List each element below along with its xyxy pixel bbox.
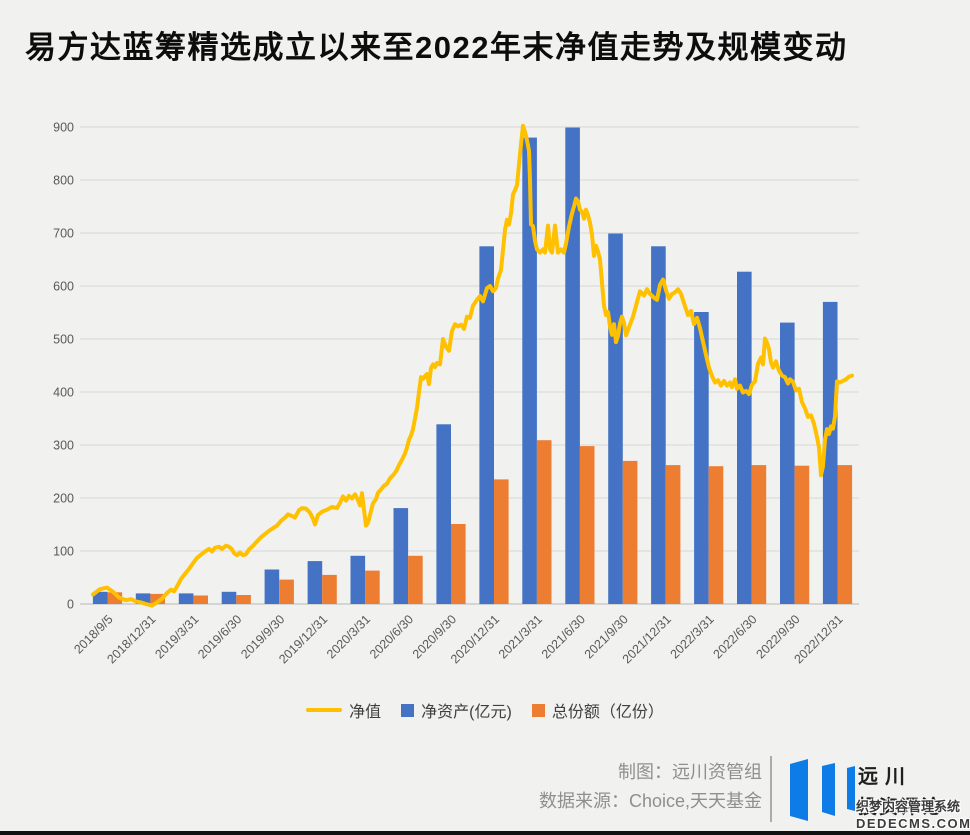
x-tick-label: 2020/3/31 [324, 612, 373, 661]
y-tick-label: 0 [67, 598, 74, 612]
bar-total-shares [236, 595, 251, 604]
x-tick-label: 2019/6/30 [195, 612, 244, 661]
legend-label-total-shares: 总份额（亿份） [551, 704, 664, 721]
y-tick-label: 500 [53, 333, 74, 347]
watermark-line2: DEDECMS.COM [856, 816, 970, 831]
bar-total-shares [322, 574, 337, 604]
bar-net-assets [737, 271, 752, 604]
bar-total-shares [494, 479, 509, 604]
bar-net-assets [307, 561, 323, 604]
logo-text-line1: 远川 [858, 766, 912, 788]
chart-legend: 净值 净资产(亿元) 总份额（亿份） [0, 698, 970, 722]
bar-net-assets [135, 593, 151, 604]
x-tick-label: 2018/9/5 [71, 612, 115, 656]
credits: 制图：远川资管组 数据来源：Choice,天天基金 [539, 758, 762, 816]
bar-net-assets [436, 424, 451, 604]
bar-total-shares [751, 465, 767, 604]
y-tick-label: 400 [53, 386, 74, 400]
y-tick-label: 200 [53, 492, 74, 506]
legend-label-nav: 净值 [349, 704, 382, 721]
bar-total-shares [622, 460, 638, 604]
page-title: 易方达蓝筹精选成立以来至2022年末净值走势及规模变动 [25, 30, 848, 65]
bar-total-shares [451, 524, 466, 604]
credit-source: 数据来源：Choice,天天基金 [538, 791, 762, 811]
bar-total-shares [837, 465, 853, 604]
logo-text-line2: 投资评论 [858, 797, 943, 818]
bar-net-assets [694, 312, 709, 604]
x-tick-label: 2021/6/30 [539, 612, 588, 661]
footer-divider [770, 756, 772, 822]
bar-net-assets [221, 591, 237, 604]
bar-total-shares [579, 446, 595, 604]
bar-total-shares [365, 570, 380, 604]
bar-total-shares [708, 466, 724, 604]
combo-chart: 01002003004005006007008009002018/9/52018… [53, 121, 859, 666]
nav-line-marker-icon [306, 708, 343, 712]
bar-net-assets [780, 322, 795, 604]
bar-net-assets [479, 246, 494, 605]
nav-line [91, 123, 854, 608]
bar-net-assets [264, 569, 280, 604]
x-tick-label: 2021/3/31 [496, 612, 545, 661]
bar-net-assets [92, 591, 108, 604]
bottom-border [0, 831, 970, 835]
bar-net-assets [178, 593, 194, 604]
bar-total-shares [536, 440, 552, 604]
bar-net-assets [608, 233, 623, 604]
bar-net-assets [393, 508, 409, 604]
x-tick-label: 2022/6/30 [711, 612, 760, 661]
y-tick-label: 700 [53, 227, 74, 241]
bar-total-shares [193, 595, 208, 604]
bar-net-assets [565, 127, 580, 604]
x-tick-label: 2019/3/31 [152, 612, 201, 661]
y-tick-label: 300 [53, 439, 74, 453]
logo-wordmark: 远川 投资评论 [858, 760, 942, 819]
credit-author: 制图：远川资管组 [618, 762, 762, 782]
net-assets-swatch-icon [401, 703, 415, 717]
bar-net-assets [822, 301, 838, 604]
y-tick-label: 800 [53, 174, 74, 188]
dedecms-watermark: 织梦内容管理系统 DEDECMS.COM [856, 796, 970, 831]
legend-item-net-assets: 净资产(亿元) [401, 698, 512, 722]
bar-total-shares [279, 579, 294, 604]
x-tick-label: 2020/6/30 [367, 612, 416, 661]
bar-total-shares [794, 465, 810, 604]
y-tick-label: 100 [53, 545, 74, 559]
bar-total-shares [665, 465, 681, 604]
bar-total-shares [150, 593, 165, 604]
watermark-line1: 织梦内容管理系统 [856, 799, 961, 814]
legend-item-nav: 净值 [306, 698, 381, 722]
x-tick-label: 2022/3/31 [668, 612, 717, 661]
bar-total-shares [107, 592, 123, 604]
total-shares-swatch-icon [531, 703, 545, 717]
legend-item-total-shares: 总份额（亿份） [531, 698, 664, 722]
y-tick-label: 600 [53, 280, 74, 294]
yuanchuan-logo-icon [790, 759, 855, 821]
legend-label-net-assets: 净资产(亿元) [421, 704, 512, 721]
bar-net-assets [350, 555, 366, 604]
bar-net-assets [651, 246, 666, 605]
bar-total-shares [408, 555, 423, 604]
y-tick-label: 900 [53, 121, 74, 135]
bar-net-assets [522, 137, 537, 604]
